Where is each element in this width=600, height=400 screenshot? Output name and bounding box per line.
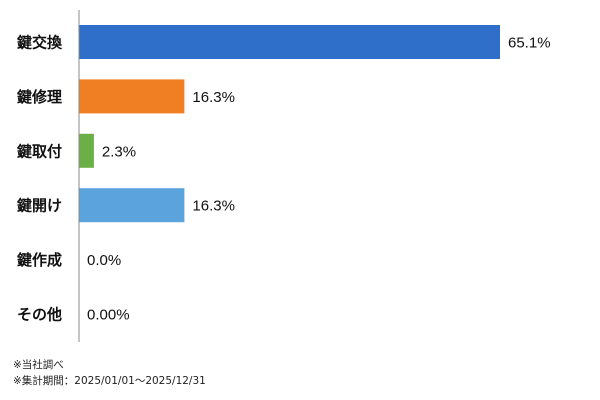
- value-label-6: 0.00%: [87, 307, 130, 324]
- category-label-6: その他: [17, 306, 62, 324]
- labels-layer: 鍵交換 65.1% 鍵修理 16.3% 鍵取付 2.3% 鍵開け 16.3% 鍵作成 0.0% その…: [17, 34, 551, 324]
- source-note: ※当社調べ: [13, 359, 64, 371]
- value-label-2: 16.3%: [192, 89, 235, 106]
- bars-layer: [79, 25, 500, 223]
- chart-notes: ※当社調べ ※集計期間：2025/01/01～2025/12/31: [13, 357, 206, 389]
- value-label-5: 0.0%: [87, 252, 121, 269]
- category-label-3: 鍵取付: [17, 142, 62, 160]
- category-label-4: 鍵開け: [17, 197, 62, 215]
- category-label-1: 鍵交換: [17, 34, 63, 52]
- value-label-3: 2.3%: [102, 143, 136, 160]
- bar-2: [79, 79, 185, 114]
- bar-3: [79, 133, 94, 168]
- period-note: ※集計期間：2025/01/01～2025/12/31: [13, 375, 206, 387]
- bar-1: [79, 25, 500, 59]
- bar-4: [79, 188, 185, 223]
- value-label-1: 65.1%: [508, 35, 551, 52]
- bar-chart: 鍵交換 65.1% 鍵修理 16.3% 鍵取付 2.3% 鍵開け 16.3% 鍵作成 0.0% その…: [17, 10, 551, 342]
- category-label-5: 鍵作成: [17, 251, 62, 269]
- category-label-2: 鍵修理: [17, 88, 62, 106]
- value-label-4: 16.3%: [192, 198, 235, 215]
